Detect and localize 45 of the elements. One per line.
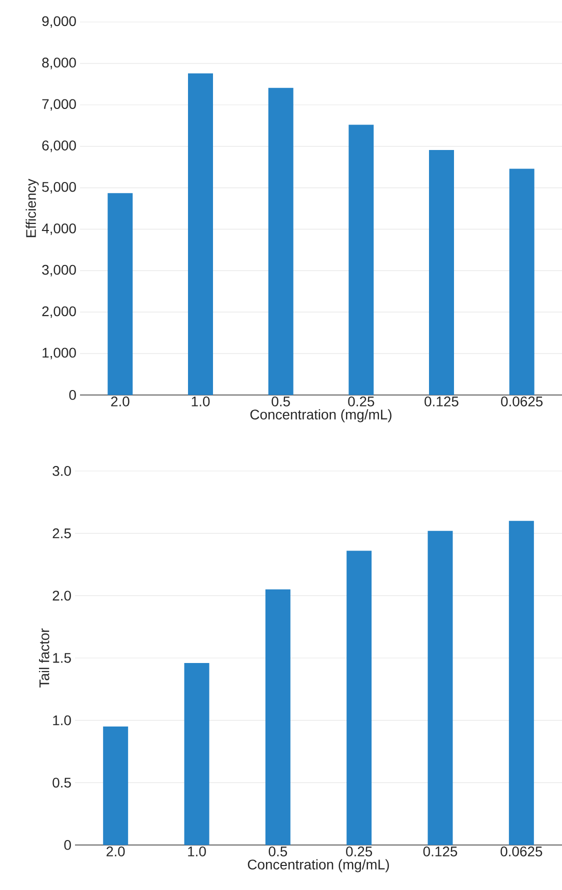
bar [102, 726, 128, 845]
bar [428, 150, 454, 395]
x-tick-label: 0.5 [272, 396, 290, 406]
x-tick-label: 2.0 [110, 396, 130, 406]
bar [509, 168, 534, 395]
bar [265, 589, 290, 845]
x-axis-title: Concentration (mg/mL) [248, 859, 389, 872]
x-tick-label: 2.0 [106, 846, 125, 856]
y-axis-title: Efficiency [26, 178, 39, 238]
x-tick-label: 0.25 [348, 396, 374, 406]
y-tick-label: 2,000 [42, 306, 76, 318]
y-tick-label: 4,000 [42, 223, 76, 235]
x-tick-label: 0.25 [346, 846, 372, 856]
y-tick-label: 7,000 [42, 99, 76, 111]
x-axis-title: Concentration (mg/mL) [250, 409, 392, 422]
bar [508, 520, 534, 845]
bar [428, 530, 453, 845]
x-tick-label: 0.0625 [500, 846, 542, 856]
y-tick-label: 2.5 [52, 528, 71, 538]
y-tick-label: 1.0 [52, 715, 71, 726]
x-tick-label: 1.0 [188, 846, 206, 856]
y-tick-label: 8,000 [42, 58, 76, 70]
y-tick-label: 1.5 [52, 653, 71, 663]
bar [348, 124, 374, 395]
bar [107, 193, 132, 395]
y-tick-label: 5,000 [42, 182, 76, 194]
bar [268, 88, 294, 395]
bar [188, 73, 213, 395]
y-tick-label: 6,000 [42, 140, 76, 152]
y-tick-label: 3,000 [42, 264, 76, 276]
bar [184, 662, 210, 845]
x-tick-label: 0.125 [423, 846, 457, 856]
x-tick-label: 0.5 [268, 846, 287, 856]
y-tick-label: 0 [64, 840, 71, 850]
y-tick-label: 3.0 [52, 466, 71, 476]
y-tick-label: 0 [69, 390, 76, 400]
x-tick-label: 1.0 [192, 396, 210, 406]
y-tick-label: 1,000 [42, 348, 76, 360]
y-tick-label: 0.5 [52, 778, 71, 788]
x-tick-label: 0.125 [424, 396, 458, 406]
x-tick-label: 0.0625 [500, 396, 542, 406]
bar [346, 550, 372, 845]
y-tick-label: 9,000 [42, 16, 76, 28]
y-axis-title: Tail factor [38, 628, 50, 688]
y-tick-label: 2.0 [52, 590, 71, 601]
